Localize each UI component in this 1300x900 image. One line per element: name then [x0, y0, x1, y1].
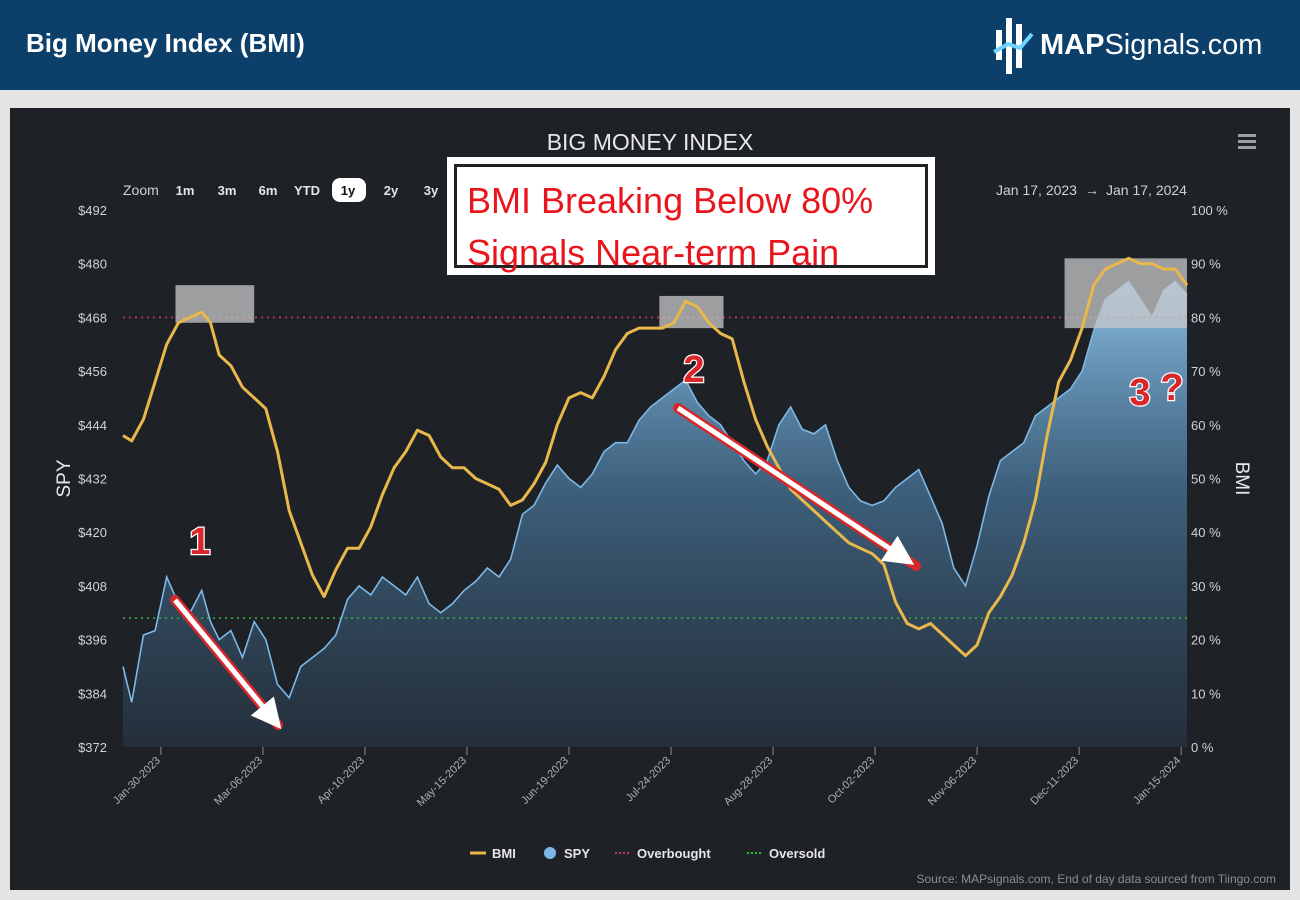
date-from: Jan 17, 2023: [996, 182, 1077, 198]
annotation-3: 3: [1129, 372, 1150, 414]
y-left-tick: $408: [78, 579, 107, 594]
legend-item-oversold[interactable]: Oversold: [769, 846, 825, 861]
y-left-tick: $480: [78, 257, 107, 272]
highlight-box: [659, 295, 724, 329]
y-right-label: BMI: [1231, 462, 1252, 496]
callout-line-1: BMI Breaking Below 80%: [467, 180, 874, 221]
annotation-arrow: [173, 598, 282, 730]
y-left-tick: $396: [78, 633, 107, 648]
y-left-tick: $492: [78, 203, 107, 218]
y-right-tick: 20 %: [1191, 633, 1221, 648]
x-tick-label: Jul-24-2023: [624, 755, 674, 805]
y-right-tick: 40 %: [1191, 525, 1221, 540]
spy-area: [123, 281, 1187, 747]
page-title: Big Money Index (BMI): [26, 28, 305, 58]
legend-item-bmi[interactable]: BMI: [492, 846, 516, 861]
date-to: Jan 17, 2024: [1106, 182, 1187, 198]
y-right-tick: 0 %: [1191, 740, 1214, 755]
zoom-option-1y[interactable]: 1y: [341, 183, 356, 198]
big-money-index-chart: BIG MONEY INDEX Zoom 1m 3m 6m YTD 1y 2y 3y Jan 17…: [54, 129, 1276, 886]
x-tick-label: Apr-10-2023: [315, 755, 367, 807]
mapsignals-logo-icon: [993, 18, 1034, 74]
legend-item-overbought[interactable]: Overbought: [637, 846, 711, 861]
annotation-2: 2: [683, 349, 704, 391]
y-right-tick: 80 %: [1191, 310, 1221, 325]
annotation-1: 1: [189, 521, 210, 563]
zoom-label: Zoom: [123, 182, 159, 198]
y-left-tick: $432: [78, 472, 107, 487]
x-tick-label: May-15-2023: [415, 755, 469, 809]
x-tick-label: Mar-06-2023: [212, 755, 265, 808]
y-right-tick: 90 %: [1191, 257, 1221, 272]
annotation-3-question: ?: [1160, 367, 1183, 409]
y-left-tick: $468: [78, 310, 107, 325]
y-right-tick: 50 %: [1191, 472, 1221, 487]
legend-item-spy[interactable]: SPY: [564, 846, 590, 861]
x-tick-label: Jan-30-2023: [111, 755, 163, 807]
x-tick-label: Jun-19-2023: [519, 755, 571, 807]
y-right-tick: 100 %: [1191, 203, 1228, 218]
zoom-selected-bg[interactable]: [332, 178, 366, 202]
y-left-tick: $372: [78, 740, 107, 755]
y-right-tick: 10 %: [1191, 686, 1221, 701]
x-tick-label: Jan-15-2024: [1131, 755, 1183, 807]
spy-line: [122, 280, 1188, 703]
x-tick-label: Oct-02-2023: [825, 755, 877, 807]
brand-name: MAPSignals.com: [1040, 28, 1263, 61]
annotation-arrow: [676, 405, 915, 565]
hamburger-menu-icon: [1238, 134, 1256, 149]
y-left-tick: $384: [78, 686, 107, 701]
callout-line-2: Signals Near-term Pain: [467, 232, 840, 273]
bmi-line: [122, 256, 1189, 658]
legend-marker-spy: [544, 847, 556, 859]
y-left-tick: $456: [78, 364, 107, 379]
zoom-option-ytd[interactable]: YTD: [294, 183, 320, 198]
header-bar: Big Money Index (BMI) MAPSignals.com: [0, 0, 1300, 90]
zoom-option-3y[interactable]: 3y: [424, 183, 439, 198]
y-left-tick: $444: [78, 418, 107, 433]
zoom-option-1m[interactable]: 1m: [176, 183, 195, 198]
x-tick-label: Dec-11-2023: [1028, 755, 1081, 808]
x-tick-label: Nov-06-2023: [926, 755, 979, 808]
date-arrow: →: [1085, 182, 1099, 198]
y-right-tick: 30 %: [1191, 579, 1221, 594]
zoom-option-6m[interactable]: 6m: [259, 183, 278, 198]
zoom-option-2y[interactable]: 2y: [384, 183, 399, 198]
callout-box: BMI Breaking Below 80% Signals Near-term…: [447, 157, 935, 275]
y-right-tick: 60 %: [1191, 418, 1221, 433]
source-note: Source: MAPsignals.com, End of day data …: [916, 872, 1276, 886]
y-left-label: SPY: [54, 459, 75, 497]
zoom-option-3m[interactable]: 3m: [218, 183, 237, 198]
chart-title: BIG MONEY INDEX: [547, 129, 754, 155]
y-left-tick: $420: [78, 525, 107, 540]
y-right-tick: 70 %: [1191, 364, 1221, 379]
brand-logo: MAPSignals.com: [992, 12, 1262, 78]
x-tick-label: Aug-28-2023: [722, 755, 775, 808]
